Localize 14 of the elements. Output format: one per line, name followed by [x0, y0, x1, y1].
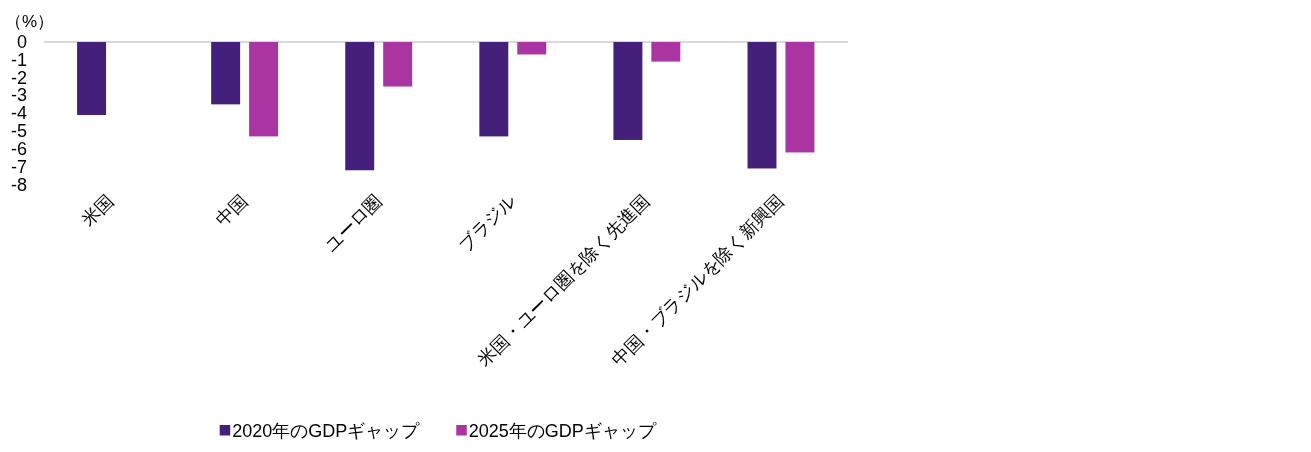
y-tick-label: -8	[10, 174, 27, 195]
y-tick-label: -7	[10, 156, 27, 177]
legend-item: 2020年のGDPギャップ	[219, 421, 420, 441]
x-tick-label: 中国	[211, 190, 252, 231]
y-tick-label: -1	[10, 49, 27, 70]
y-tick-label: -4	[10, 103, 27, 124]
legend-item: 2025年のGDPギャップ	[456, 421, 656, 441]
y-axis-title: （%）	[5, 12, 55, 31]
x-tick-label: 米国	[77, 190, 118, 231]
x-tick-label: ユーロ圏	[320, 190, 386, 256]
y-tick-label: 0	[16, 32, 27, 52]
x-tick-label: ブラジル	[454, 190, 520, 256]
y-tick-label: -2	[10, 67, 27, 88]
y-tick-label: -3	[10, 85, 27, 106]
